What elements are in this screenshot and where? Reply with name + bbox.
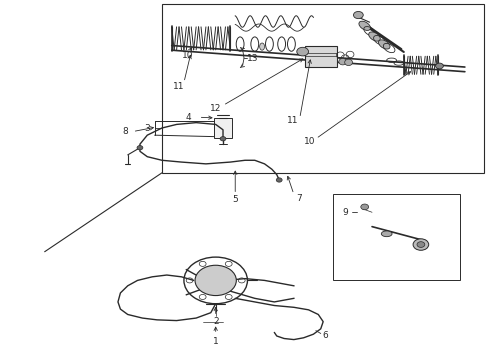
Text: 12: 12 <box>210 104 221 113</box>
Ellipse shape <box>344 59 352 66</box>
Text: 4: 4 <box>186 113 192 122</box>
Bar <box>214 118 232 138</box>
Text: 1: 1 <box>213 337 219 346</box>
Circle shape <box>413 239 429 250</box>
Text: 11: 11 <box>173 82 185 91</box>
Text: 2: 2 <box>213 317 219 326</box>
Circle shape <box>195 265 236 296</box>
Circle shape <box>137 145 143 150</box>
Text: 7: 7 <box>296 194 302 203</box>
Bar <box>333 194 460 280</box>
Text: 11: 11 <box>287 116 298 125</box>
Circle shape <box>361 204 368 210</box>
Circle shape <box>276 178 282 182</box>
Ellipse shape <box>260 43 265 50</box>
Text: 5: 5 <box>232 195 238 204</box>
Text: 9: 9 <box>343 208 348 217</box>
Bar <box>305 46 337 67</box>
Ellipse shape <box>368 32 380 41</box>
Ellipse shape <box>339 58 346 65</box>
Text: 8: 8 <box>122 127 128 136</box>
Ellipse shape <box>378 40 390 49</box>
Text: 13: 13 <box>246 54 258 63</box>
Circle shape <box>436 63 443 69</box>
Circle shape <box>417 242 425 247</box>
Text: 3: 3 <box>145 123 150 132</box>
Text: 10: 10 <box>304 137 316 146</box>
Circle shape <box>297 47 309 56</box>
Text: 6: 6 <box>323 332 328 341</box>
Ellipse shape <box>359 21 370 30</box>
Ellipse shape <box>381 231 392 237</box>
Text: 10: 10 <box>182 51 193 60</box>
Bar <box>162 4 485 173</box>
Circle shape <box>353 12 363 19</box>
Circle shape <box>220 136 226 141</box>
